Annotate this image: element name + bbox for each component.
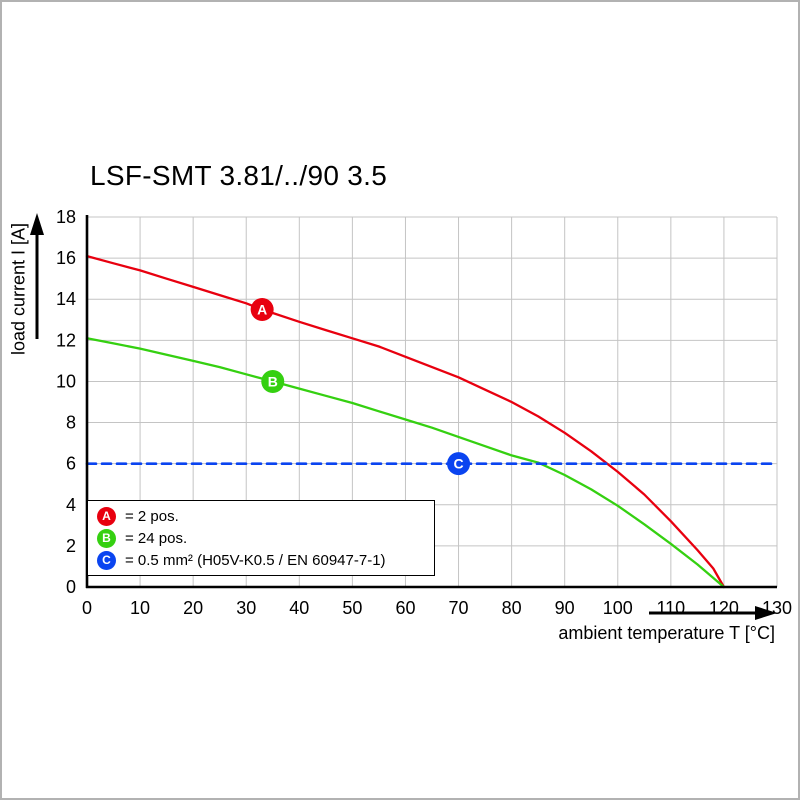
x-tick-label: 10 <box>130 598 150 618</box>
y-tick-label: 8 <box>66 413 76 433</box>
y-tick-label: 10 <box>56 371 76 391</box>
legend-item-c: C = 0.5 mm² (H05V-K0.5 / EN 60947-7-1) <box>97 550 425 570</box>
svg-text:A: A <box>257 302 267 318</box>
x-tick-label: 100 <box>603 598 633 618</box>
x-tick-label: 90 <box>555 598 575 618</box>
x-tick-label: 0 <box>82 598 92 618</box>
y-axis-arrow-head <box>30 213 44 235</box>
x-tick-label: 40 <box>289 598 309 618</box>
marker-a: A <box>250 298 274 321</box>
series-b-curve <box>85 337 726 589</box>
svg-text:B: B <box>268 373 278 389</box>
y-tick-label: 6 <box>66 454 76 474</box>
legend-box: A = 2 pos. B = 24 pos. C = 0.5 mm² (H05V… <box>87 500 435 576</box>
series-b-legend-marker: B <box>97 528 116 548</box>
series-a-legend-marker: A <box>97 506 116 526</box>
x-tick-label: 50 <box>342 598 362 618</box>
x-axis-label: ambient temperature T [°C] <box>558 623 775 643</box>
legend-item-b: B = 24 pos. <box>97 528 425 548</box>
x-tick-label: 110 <box>656 598 685 618</box>
marker-b: B <box>261 369 285 393</box>
x-axis-arrow-head <box>755 606 777 620</box>
x-tick-label: 30 <box>236 598 256 618</box>
y-tick-label: 14 <box>56 289 76 309</box>
x-tick-label: 60 <box>395 598 415 618</box>
y-tick-label: 0 <box>66 577 76 597</box>
x-tick-label: 80 <box>502 598 522 618</box>
y-axis-label: load current I [A] <box>8 222 29 356</box>
chart-title: LSF-SMT 3.81/../90 3.5 <box>90 160 388 191</box>
series-c-legend-label: = 0.5 mm² (H05V-K0.5 / EN 60947-7-1) <box>125 551 386 569</box>
y-tick-label: 16 <box>56 248 76 268</box>
series-a-legend-label: = 2 pos. <box>125 507 179 525</box>
y-tick-label: 2 <box>66 536 76 556</box>
x-tick-label: 120 <box>709 598 739 618</box>
y-tick-label: 18 <box>56 207 76 227</box>
y-tick-label: 4 <box>66 495 76 515</box>
series-c-legend-marker: C <box>97 550 116 570</box>
x-tick-label: 70 <box>449 598 469 618</box>
series-b-legend-label: = 24 pos. <box>125 529 188 547</box>
series-a-curve <box>85 254 726 589</box>
svg-text:C: C <box>453 456 463 472</box>
marker-c: C <box>447 452 471 476</box>
x-tick-label: 20 <box>183 598 203 618</box>
legend-item-a: A = 2 pos. <box>97 506 425 526</box>
y-tick-label: 12 <box>56 330 76 350</box>
